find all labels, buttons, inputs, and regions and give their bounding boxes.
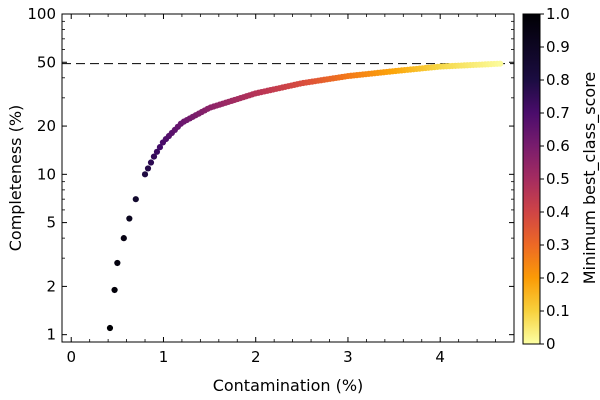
colorbar-tick-label: 0: [546, 335, 556, 353]
y-tick-label: 50: [37, 53, 56, 71]
data-point: [150, 153, 158, 160]
y-tick-label: 5: [46, 214, 56, 232]
data-point: [153, 148, 161, 155]
colorbar-tick-label: 0.2: [546, 269, 570, 287]
y-tick-label: 2: [46, 277, 56, 295]
data-point: [156, 144, 164, 151]
colorbar-tick-label: 0.7: [546, 104, 570, 122]
y-tick-label: 20: [37, 117, 56, 135]
x-tick-label: 2: [251, 348, 261, 366]
data-point: [141, 171, 149, 178]
data-point: [114, 259, 121, 267]
data-point: [120, 235, 127, 242]
data-point: [144, 165, 152, 172]
colorbar-tick-label: 0.6: [546, 137, 570, 155]
x-tick-label: 3: [343, 348, 353, 366]
data-point: [111, 286, 118, 294]
data-point: [106, 324, 114, 332]
data-point: [132, 196, 139, 203]
colorbar: [522, 13, 541, 345]
colorbar-tick-label: 0.5: [546, 170, 570, 188]
x-tick-label: 0: [66, 348, 76, 366]
x-tick-label: 1: [159, 348, 169, 366]
data-point: [126, 215, 133, 222]
y-tick-label: 100: [27, 5, 56, 23]
colorbar-tick-label: 0.8: [546, 71, 570, 89]
colorbar-title: Minimum best_class_score: [580, 72, 600, 285]
colorbar-tick-label: 0.4: [546, 203, 570, 221]
colorbar-tick-label: 0.9: [546, 38, 570, 56]
colorbar-tick-label: 1.0: [546, 5, 570, 23]
data-point: [147, 159, 155, 166]
x-tick-label: 4: [435, 348, 445, 366]
x-axis-title: Contamination (%): [213, 376, 364, 395]
y-axis-title: Completeness (%): [6, 105, 25, 252]
colorbar-tick-label: 0.3: [546, 236, 570, 254]
data-point: [497, 60, 504, 67]
y-tick-label: 10: [37, 165, 56, 183]
y-tick-label: 1: [46, 326, 56, 344]
colorbar-tick-label: 0.1: [546, 302, 570, 320]
